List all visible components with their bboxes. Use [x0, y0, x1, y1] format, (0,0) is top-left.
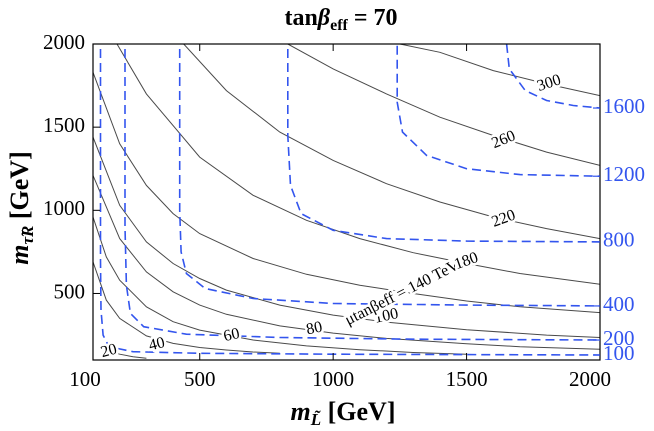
- x-tick-label-2000: 2000: [569, 367, 611, 391]
- solid-contour-220: [183, 44, 600, 240]
- axis-ticks: 100 500 1000 1500 2000 500 1000 1500 2000 1600 120…: [43, 30, 645, 391]
- y-tick-label-500: 500: [54, 279, 86, 303]
- right-tick-label-200: 200: [603, 326, 635, 350]
- dashed-contour-800: [287, 49, 600, 243]
- x-tick-label-500: 500: [184, 367, 216, 391]
- contour-label-2: 60: [222, 325, 241, 345]
- contour-label-6: 180: [452, 249, 480, 273]
- solid-contour-20: [99, 345, 147, 359]
- solid-contour-40: [93, 261, 280, 354]
- dashed-contour-1600: [505, 44, 600, 109]
- plot-frame: [92, 43, 601, 361]
- contour-label-8: 260: [489, 127, 518, 152]
- dashed-contour-100: [99, 49, 600, 356]
- x-axis-label: mL̃ [GeV]: [291, 397, 396, 429]
- solid-contour-300: [399, 44, 600, 97]
- dashed-contour-200: [124, 49, 600, 341]
- solid-contour-140: [93, 72, 600, 314]
- right-tick-label-1200: 1200: [603, 162, 645, 186]
- solid-contour-260: [287, 44, 600, 166]
- solid-contour-180: [116, 44, 600, 285]
- contour-label-1: 40: [147, 334, 167, 354]
- solid-contour-100: [93, 136, 600, 338]
- x-tick-label-100: 100: [69, 367, 101, 391]
- y-tick-label-2000: 2000: [43, 30, 85, 54]
- y-tick-label-1500: 1500: [43, 113, 85, 137]
- contour-label-0: 20: [99, 341, 119, 362]
- x-tick-label-1000: 1000: [312, 367, 354, 391]
- solid-contour-80: [93, 175, 600, 350]
- chart-title: tanβeff = 70: [284, 5, 397, 34]
- right-tick-label-100: 100: [603, 341, 635, 365]
- contour-label-9: 300: [535, 71, 563, 95]
- contour-label-5: μtanβeff = 140 TeV: [342, 256, 462, 328]
- contour-label-7: 220: [489, 207, 517, 231]
- dashed-contour-1200: [396, 45, 600, 177]
- right-tick-label-800: 800: [603, 228, 635, 252]
- right-tick-label-1600: 1600: [603, 94, 645, 118]
- solid-contour-60: [93, 216, 467, 355]
- dashed-contour-400: [178, 49, 600, 307]
- y-axis-label: mτ̃R [GeV]: [5, 151, 37, 264]
- contour-label-3: 80: [305, 318, 324, 338]
- y-tick-label-1000: 1000: [43, 196, 85, 220]
- right-tick-label-400: 400: [603, 292, 635, 316]
- dashed-contours: [99, 44, 600, 356]
- x-tick-label-1500: 1500: [446, 367, 488, 391]
